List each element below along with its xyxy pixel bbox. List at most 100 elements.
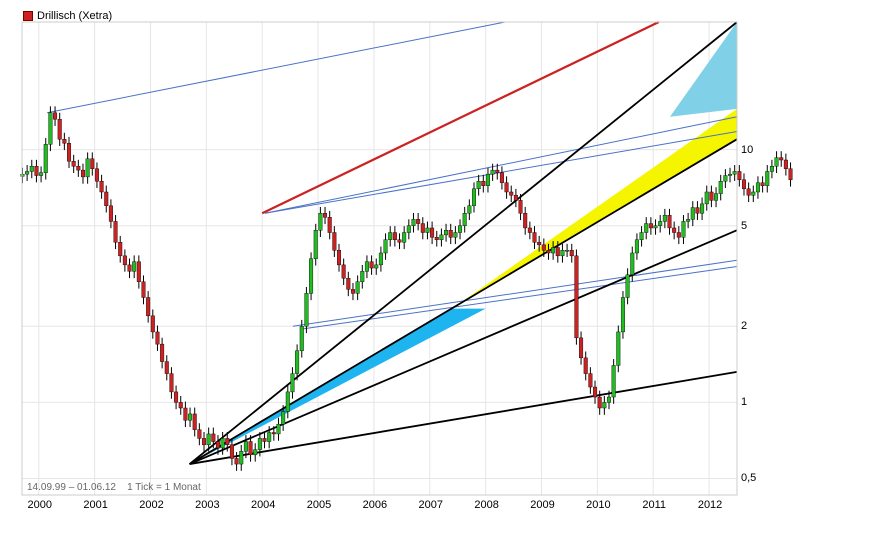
candle-body-135	[648, 223, 653, 229]
candle-body-63	[313, 230, 318, 259]
candle-body-164	[783, 159, 788, 169]
candle-155	[741, 173, 746, 196]
candle-126	[606, 390, 611, 410]
candle-body-125	[602, 402, 607, 409]
candle-body-33	[174, 391, 179, 403]
candle-67	[332, 226, 337, 258]
candle-body-69	[341, 264, 346, 279]
candle-45	[229, 438, 234, 466]
candle-3	[34, 159, 39, 183]
candle-131	[630, 246, 635, 282]
candle-body-150	[718, 181, 723, 194]
candle-body-154	[737, 171, 742, 180]
candle-79	[388, 226, 393, 247]
candle-136	[653, 219, 658, 235]
candle-body-94	[458, 225, 463, 233]
candle-body-121	[583, 357, 588, 374]
candle-body-41	[211, 433, 216, 442]
candle-12	[76, 159, 81, 177]
candle-body-123	[593, 386, 598, 398]
candle-body-22	[122, 255, 127, 266]
candle-152	[728, 167, 733, 183]
candle-body-58	[290, 373, 295, 393]
trend-line-1	[261, 21, 660, 215]
candle-body-67	[332, 232, 337, 251]
candle-50	[253, 443, 258, 462]
candle-19	[108, 199, 113, 229]
trend-line-3	[264, 131, 738, 214]
candle-body-21	[118, 242, 123, 257]
candle-44	[225, 432, 230, 452]
candle-body-145	[695, 207, 700, 214]
candle-97	[471, 182, 476, 213]
candle-body-106	[513, 195, 518, 201]
candle-112	[541, 238, 546, 258]
candle-body-158	[755, 182, 760, 193]
candle-body-83	[406, 225, 411, 233]
candle-7	[53, 106, 58, 126]
candle-body-146	[700, 203, 705, 214]
candle-body-50	[253, 449, 258, 456]
candle-78	[383, 233, 388, 260]
candle-17	[99, 174, 104, 199]
channel-fills	[189, 22, 737, 465]
candle-129	[620, 291, 625, 339]
candle-68	[337, 243, 342, 272]
candle-body-103	[499, 172, 504, 183]
candle-98	[476, 174, 481, 196]
candle-113	[546, 243, 551, 260]
candle-31	[164, 355, 169, 381]
candle-body-89	[434, 237, 439, 240]
candle-body-61	[304, 293, 309, 327]
candle-125	[602, 395, 607, 415]
candle-24	[132, 255, 137, 279]
candle-84	[411, 212, 416, 233]
candle-74	[364, 255, 369, 279]
candle-body-156	[746, 188, 751, 196]
candle-137	[658, 215, 663, 233]
candle-52	[262, 432, 267, 449]
candle-body-30	[160, 343, 165, 362]
candle-106	[513, 188, 518, 208]
candle-120	[579, 331, 584, 365]
candle-body-64	[318, 213, 323, 231]
candle-76	[374, 258, 379, 275]
candle-body-155	[741, 179, 746, 190]
candle-body-91	[444, 230, 449, 236]
candle-body-115	[555, 247, 560, 257]
candle-14	[85, 152, 90, 184]
candle-140	[672, 221, 677, 240]
candle-body-78	[383, 239, 388, 254]
trend-line-9	[189, 371, 738, 465]
candle-39	[202, 432, 207, 452]
candle-body-31	[164, 361, 169, 374]
candle-body-72	[355, 281, 360, 294]
candle-body-139	[667, 215, 672, 229]
candle-26	[141, 275, 146, 305]
candle-96	[467, 199, 472, 221]
candle-157	[751, 185, 756, 203]
candle-body-24	[132, 261, 137, 272]
candle-51	[257, 432, 262, 457]
candle-body-37	[192, 413, 197, 430]
candle-body-54	[271, 432, 276, 435]
candle-69	[341, 258, 346, 285]
candle-49	[248, 435, 253, 462]
trend-line-0	[47, 21, 506, 114]
candle-47	[239, 444, 244, 471]
candle-body-157	[751, 191, 756, 196]
candle-body-87	[425, 227, 430, 233]
candle-body-36	[188, 413, 193, 421]
candle-body-13	[80, 169, 85, 178]
candle-70	[346, 271, 351, 297]
candle-145	[695, 201, 700, 221]
candle-body-142	[681, 221, 686, 238]
candle-142	[681, 215, 686, 245]
candle-58	[290, 367, 295, 399]
candle-153	[732, 165, 737, 181]
candle-59	[295, 344, 300, 381]
candle-body-165	[788, 168, 793, 180]
candle-body-138	[662, 215, 667, 222]
candle-body-12	[76, 166, 81, 171]
candle-115	[555, 241, 560, 263]
